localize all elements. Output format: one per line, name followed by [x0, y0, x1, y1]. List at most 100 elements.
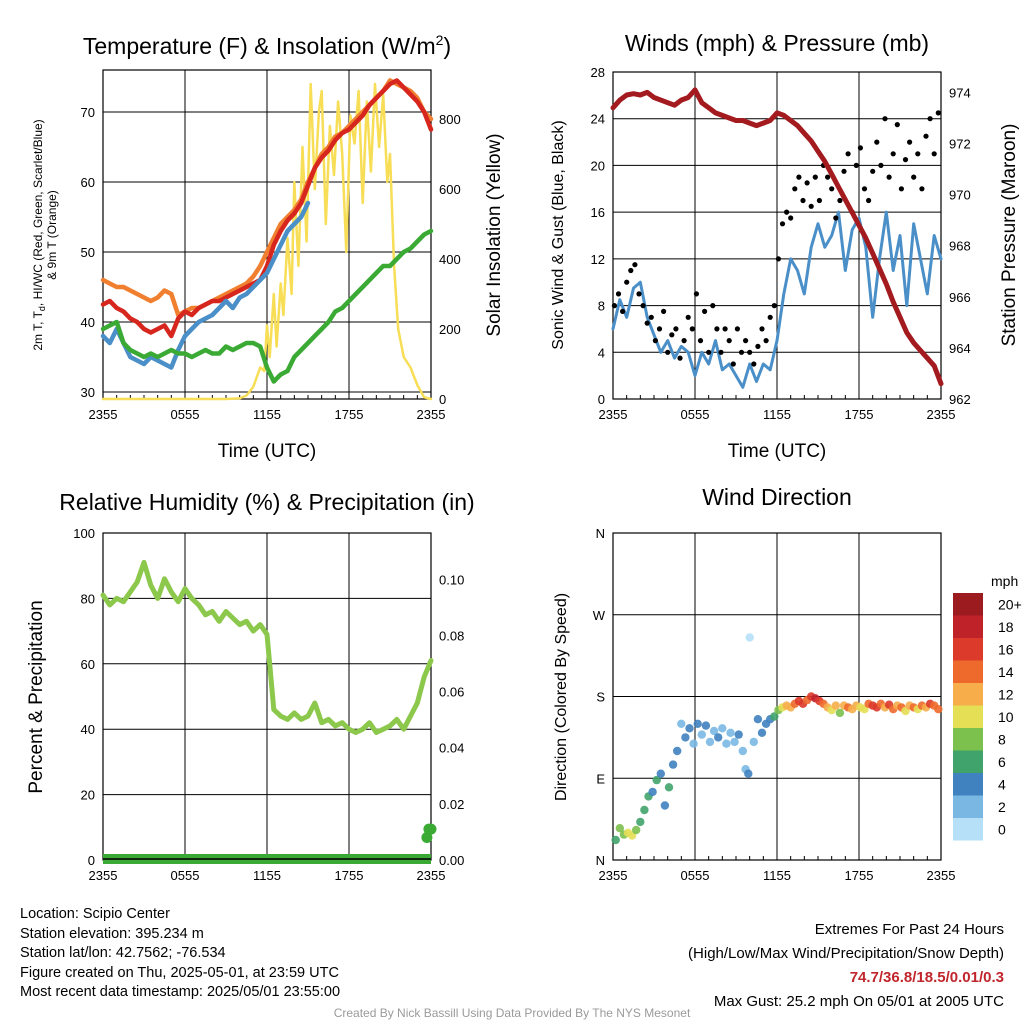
colorbar-swatch [953, 638, 983, 661]
gust-point [661, 308, 667, 314]
plot-border [612, 532, 942, 861]
gust-point [697, 338, 704, 344]
y2-tick-label: 0.02 [439, 797, 464, 812]
colorbar-swatch [953, 818, 983, 841]
y-tick-label: 16 [591, 205, 605, 220]
gust-point [710, 303, 716, 309]
direction-point [718, 724, 727, 733]
y2-tick-label: 400 [439, 252, 461, 267]
series-line-temp [100, 78, 434, 339]
direction-point [831, 701, 840, 710]
y-tick-label: 60 [81, 175, 95, 190]
gust-point [902, 157, 909, 163]
x-axis-label: Time (UTC) [728, 441, 827, 462]
direction-point [730, 737, 739, 747]
x-tick-label: 2355 [417, 407, 446, 422]
x-tick-label: 0555 [171, 868, 200, 883]
x-tick-label: 2355 [599, 407, 628, 422]
gust-point [771, 303, 777, 309]
gust-point [755, 343, 761, 349]
y-tick-label: S [596, 690, 605, 705]
gust-point [898, 186, 905, 192]
gust-point [857, 145, 864, 151]
y2-tick-label: 964 [949, 341, 971, 356]
colorbar-label: 2 [998, 799, 1006, 815]
gust-point [767, 314, 773, 320]
gust-point [825, 174, 831, 180]
gust-point [779, 221, 786, 227]
location-text: Location: Scipio Center [20, 906, 170, 922]
y-axis-label: Percent & Precipitation [26, 600, 47, 793]
direction-point [648, 787, 657, 797]
gust-point [923, 133, 929, 139]
y-axis-label: Sonic Wind & Gust (Blue, Black) [550, 120, 567, 349]
direction-point [701, 721, 711, 730]
x-tick-label: 1755 [335, 868, 364, 883]
gust-point [759, 326, 765, 332]
x-tick-label: 2355 [417, 868, 446, 883]
x-axis-label: Time (UTC) [218, 441, 317, 462]
y-tick-label: 4 [598, 345, 605, 360]
gust-point [784, 209, 790, 215]
colorbar-label: 20+ [998, 596, 1022, 612]
chart-title: Relative Humidity (%) & Precipitation (i… [59, 489, 474, 515]
direction-point [744, 769, 753, 778]
x-tick-label: 1155 [253, 407, 281, 422]
x-tick-label: 0555 [681, 868, 710, 883]
y-tick-label: 40 [81, 722, 95, 737]
gust-point [866, 197, 872, 204]
gust-point [915, 151, 921, 157]
y2-tick-label: 962 [949, 392, 971, 407]
direction-point [705, 737, 715, 747]
y2-tick-label: 972 [949, 137, 971, 152]
gust-point [833, 215, 839, 221]
direction-point [664, 783, 674, 792]
y2-tick-label: 968 [949, 239, 971, 254]
x-tick-label: 0555 [681, 407, 710, 422]
max-gust-text: Max Gust: 25.2 mph On 05/01 at 2005 UTC [713, 993, 1004, 1010]
gust-point [804, 180, 810, 186]
x-tick-label: 2355 [599, 868, 628, 883]
gust-point [792, 186, 798, 192]
gust-point [907, 139, 913, 145]
direction-point [677, 719, 686, 728]
chart-title: Wind Direction [702, 484, 852, 510]
gust-point [911, 174, 917, 180]
colorbar-label: 14 [998, 664, 1014, 680]
extremes-title: Extremes For Past 24 Hours [814, 921, 1004, 938]
direction-point [685, 724, 694, 733]
gust-point [632, 262, 638, 268]
y2-tick-label: 0.00 [439, 853, 464, 868]
direction-point [757, 728, 767, 737]
gust-point [800, 197, 806, 204]
y-axis-label-part: 2m T, T [31, 310, 45, 350]
x-tick-label: 2355 [89, 868, 118, 883]
y-tick-label: E [596, 771, 605, 786]
gust-point [886, 174, 892, 180]
gust-point [829, 186, 835, 192]
direction-point [636, 817, 645, 827]
gust-point [652, 338, 659, 344]
gust-point [878, 162, 884, 168]
direction-point [770, 712, 779, 721]
direction-point [749, 737, 758, 747]
colorbar-label: 8 [998, 731, 1006, 747]
title-close: ) [443, 33, 451, 59]
gust-point [788, 215, 794, 221]
extremes-info: Extremes For Past 24 Hours (High/Low/Max… [688, 918, 1004, 1014]
y-axis-label-line2: & 9m T (Orange) [45, 190, 59, 280]
chart-title: Temperature (F) & Insolation (W/m2) [83, 32, 451, 59]
x-tick-label: 2355 [927, 868, 956, 883]
gust-point [706, 349, 712, 355]
y-tick-label: 80 [81, 591, 95, 606]
plot-border [612, 71, 942, 400]
direction-point [689, 739, 698, 748]
y-tick-label: 30 [81, 385, 95, 400]
gust-point [870, 168, 876, 174]
y-axis-label-subscript: d [37, 306, 47, 311]
direction-point [722, 739, 731, 748]
x-tick-label: 1755 [335, 407, 364, 422]
direction-point [632, 825, 641, 835]
y2-tick-label: 966 [949, 290, 971, 305]
